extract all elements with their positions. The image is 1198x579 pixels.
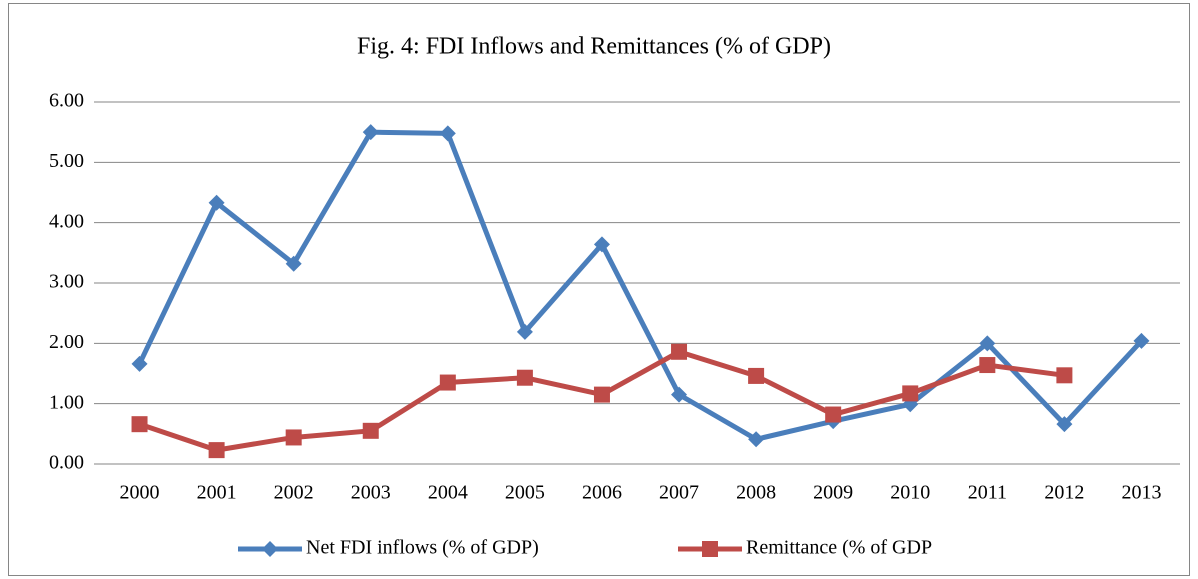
point xyxy=(439,125,456,142)
x-tick-label: 2008 xyxy=(736,482,776,504)
point xyxy=(671,386,688,403)
point xyxy=(1056,367,1073,384)
point xyxy=(902,385,919,402)
point xyxy=(748,367,765,384)
point xyxy=(1133,332,1150,349)
point xyxy=(131,416,148,433)
point xyxy=(671,343,688,360)
legend-marker xyxy=(702,541,718,557)
point xyxy=(208,442,225,459)
x-tick-label: 2006 xyxy=(582,482,622,504)
series-line xyxy=(137,129,1144,442)
point xyxy=(362,422,379,439)
chart-title: Fig. 4: FDI Inflows and Remittances (% o… xyxy=(357,34,831,60)
x-tick-label: 2001 xyxy=(197,482,237,504)
x-tick-label: 2010 xyxy=(890,482,930,504)
point xyxy=(1056,416,1073,433)
point xyxy=(285,429,302,446)
y-tick-label: 2.00 xyxy=(49,331,84,353)
x-tick-label: 2000 xyxy=(120,482,160,504)
y-tick-label: 1.00 xyxy=(49,391,84,413)
point xyxy=(825,406,842,423)
x-tick-label: 2011 xyxy=(968,482,1007,504)
y-tick-label: 0.00 xyxy=(49,452,84,474)
x-tick-label: 2013 xyxy=(1121,482,1161,504)
y-tick-label: 6.00 xyxy=(49,90,84,112)
x-tick-label: 2005 xyxy=(505,482,545,504)
point xyxy=(362,124,379,141)
x-tick-label: 2002 xyxy=(274,482,314,504)
point xyxy=(979,357,996,374)
point xyxy=(516,323,533,340)
chart-border xyxy=(8,3,1190,576)
point xyxy=(208,194,225,211)
x-tick-label: 2003 xyxy=(351,482,391,504)
point xyxy=(593,236,610,253)
point xyxy=(516,369,533,386)
y-tick-label: 5.00 xyxy=(49,150,84,172)
point xyxy=(748,431,765,448)
y-tick-label: 3.00 xyxy=(49,271,84,293)
x-tick-label: 2004 xyxy=(428,482,468,504)
y-tick-label: 4.00 xyxy=(49,210,84,232)
x-tick-label: 2007 xyxy=(659,482,699,504)
legend-marker xyxy=(262,541,278,557)
legend-label: Net FDI inflows (% of GDP) xyxy=(306,537,539,559)
x-tick-label: 2009 xyxy=(813,482,853,504)
point xyxy=(131,355,148,372)
point xyxy=(979,335,996,352)
point xyxy=(593,386,610,403)
point xyxy=(439,374,456,391)
legend-label: Remittance (% of GDP xyxy=(746,537,932,559)
point xyxy=(285,255,302,272)
x-tick-label: 2012 xyxy=(1044,482,1084,504)
